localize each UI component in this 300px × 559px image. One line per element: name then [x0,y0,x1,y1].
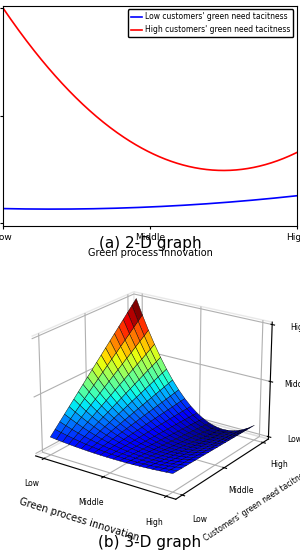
Low customers' green need tacitness [1,205,5,212]
High customers' green need tacitness [269,160,272,167]
Text: (b) 3-D graph: (b) 3-D graph [98,535,202,550]
Line: Low customers' green need tacitness: Low customers' green need tacitness [3,196,297,209]
Y-axis label: Customers' green need tacitness: Customers' green need tacitness [202,467,300,543]
Low customers' green need tacitness [2,205,6,212]
Low customers' green need tacitness [176,202,180,209]
High customers' green need tacitness [175,160,179,167]
Legend: Low customers' green need tacitness, High customers' green need tacitness: Low customers' green need tacitness, Hig… [128,10,293,37]
High customers' green need tacitness [2,6,6,13]
Low customers' green need tacitness [50,206,54,212]
Low customers' green need tacitness [269,195,272,202]
High customers' green need tacitness [221,167,225,174]
Line: High customers' green need tacitness: High customers' green need tacitness [3,8,297,170]
X-axis label: Green process innovation: Green process innovation [18,496,140,543]
X-axis label: Green process innovation: Green process innovation [88,248,212,258]
Low customers' green need tacitness [295,192,299,199]
High customers' green need tacitness [250,164,253,171]
Low customers' green need tacitness [177,202,181,209]
High customers' green need tacitness [176,160,180,167]
High customers' green need tacitness [181,162,185,168]
High customers' green need tacitness [1,4,5,11]
Low customers' green need tacitness [250,197,253,203]
Text: (a) 2-D graph: (a) 2-D graph [99,236,201,250]
High customers' green need tacitness [295,149,299,156]
Low customers' green need tacitness [182,202,186,209]
